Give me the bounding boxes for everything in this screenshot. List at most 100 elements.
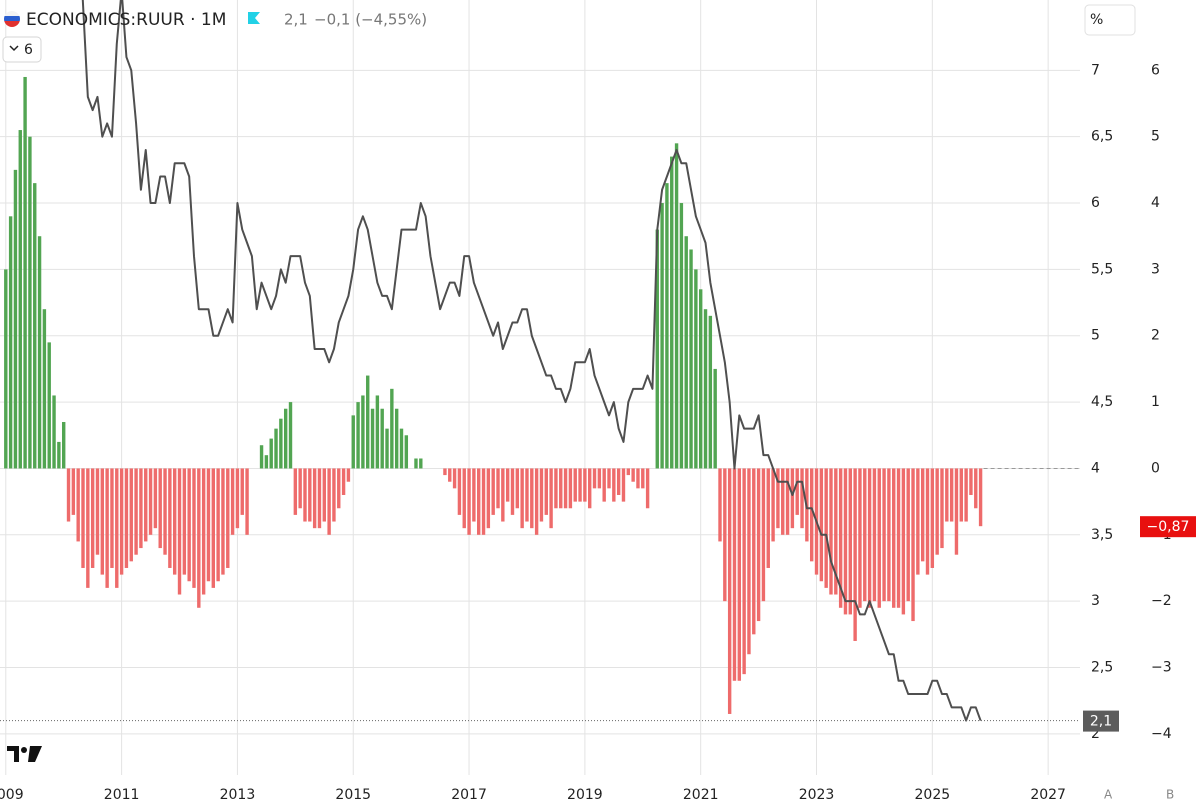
x-tick-label: 2017 [451, 787, 487, 803]
histogram-bar [211, 468, 215, 588]
axes: 2009201120132015201720192021202320252027… [0, 62, 1196, 803]
histogram-bar [563, 468, 568, 509]
tv-logo [7, 746, 42, 762]
histogram-bar [158, 468, 162, 549]
x-tick-label: 2011 [104, 787, 140, 803]
histogram-bar [337, 468, 341, 509]
histogram-bar [747, 468, 751, 655]
histogram-bar [283, 408, 288, 469]
histogram-bar [858, 468, 862, 608]
histogram-bar [583, 468, 587, 502]
histogram-bar [312, 468, 317, 529]
histogram-bar [404, 435, 409, 469]
histogram-bar [785, 468, 790, 535]
histogram-bar [380, 408, 384, 469]
histogram-bar [76, 468, 80, 542]
histogram-bar [177, 468, 182, 595]
histogram-bar [588, 468, 592, 509]
x-tick-label: 2023 [799, 787, 835, 803]
histogram-bar [641, 468, 645, 489]
histogram-bar [18, 130, 22, 469]
histogram-bar [824, 468, 828, 588]
histogram-bar [945, 468, 949, 522]
histogram-bar [718, 468, 722, 542]
histogram-bar [201, 468, 206, 595]
y-tick-label: 3,5 [1091, 527, 1113, 543]
indicator-toggle[interactable] [2, 36, 42, 63]
histogram-bar [57, 441, 61, 469]
histogram-bar [549, 468, 553, 529]
histogram-bar [274, 428, 278, 469]
histogram-bar [303, 468, 307, 522]
x-tick-label: 2009 [0, 787, 24, 803]
histogram-bar [920, 468, 925, 562]
y-tick-label: 5,5 [1091, 261, 1113, 277]
histogram-bar [385, 428, 389, 469]
histogram-bar [539, 468, 544, 522]
histogram-bar [954, 468, 959, 555]
y2-tick-label: 2 [1151, 328, 1160, 344]
histogram-bar [916, 468, 920, 575]
histogram-bar [230, 468, 235, 535]
histogram-bar [477, 468, 481, 535]
y-tick-label: 6,5 [1091, 129, 1113, 145]
line-series [81, 0, 982, 722]
histogram-bar [42, 309, 47, 469]
histogram-bar [752, 468, 756, 635]
histogram-bar [452, 468, 457, 489]
histogram-bar [4, 269, 8, 469]
histogram-bar [882, 468, 886, 602]
last-value: 2,1 [284, 11, 308, 29]
histogram-bar [732, 468, 737, 681]
histogram-bar [559, 468, 563, 509]
histogram-bar [935, 468, 939, 555]
histogram-bar [887, 468, 891, 602]
histogram-bar [819, 468, 824, 582]
histogram-bar [327, 468, 331, 535]
histogram-bar [727, 468, 732, 714]
histogram-bar [8, 216, 13, 469]
histogram-bar [341, 468, 346, 495]
x-tick-label: 2019 [567, 787, 603, 803]
histogram-bar [332, 468, 336, 522]
histogram-bar [394, 408, 399, 469]
y2-tick-label: 3 [1151, 261, 1160, 277]
y-tick-label: 2 [1091, 726, 1100, 742]
histogram-bar [192, 468, 196, 588]
histogram-bar [689, 249, 693, 469]
chevron-icon [9, 45, 19, 52]
last-value-tag-label: −0,87 [1147, 519, 1190, 535]
histogram-bar [356, 402, 360, 469]
histogram-bar [674, 143, 679, 469]
histogram-bar [172, 468, 177, 575]
histogram-bar [457, 468, 462, 515]
histogram-bar [269, 438, 273, 469]
histogram-bar [110, 468, 114, 568]
histogram-bar [867, 468, 872, 608]
axis-a-label[interactable]: A [1104, 788, 1113, 802]
histogram-bar [501, 468, 505, 522]
histogram-bar [636, 468, 640, 489]
unit-button[interactable] [1084, 4, 1136, 36]
y2-tick-label: 0 [1151, 460, 1160, 476]
histogram-bar [781, 468, 785, 535]
histogram-bar [47, 342, 51, 469]
histogram-bar [467, 468, 471, 535]
y-tick-label: 4 [1091, 460, 1100, 476]
histogram-bar [964, 468, 968, 522]
histogram-bar [168, 468, 172, 568]
histogram-bar [322, 468, 326, 522]
axis-b-label[interactable]: B [1166, 788, 1174, 802]
histogram-bar [969, 468, 973, 495]
histogram-bar [525, 468, 529, 522]
histogram-bar [419, 458, 423, 469]
histogram-bar [713, 368, 717, 469]
histogram-bar [144, 468, 148, 542]
y-tick-label: 3 [1091, 593, 1100, 609]
histogram-bar [486, 468, 491, 529]
histogram-bar [240, 468, 244, 515]
x-tick-label: 2025 [915, 787, 951, 803]
histogram-bar [462, 468, 466, 529]
histogram-bar [776, 468, 780, 529]
